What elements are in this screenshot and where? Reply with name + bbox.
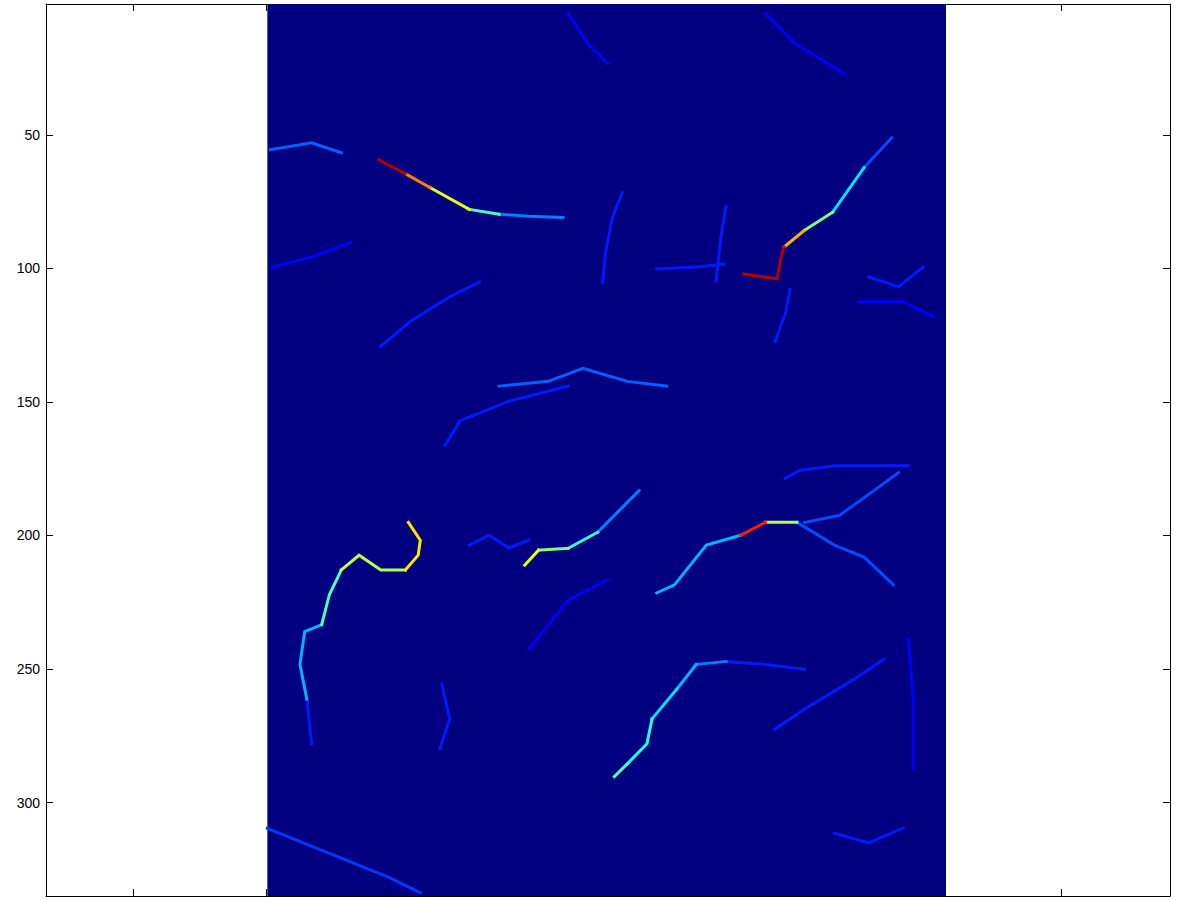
svg-text:100: 100 [17, 260, 41, 276]
svg-text:150: 150 [17, 394, 41, 410]
svg-text:200: 200 [17, 527, 41, 543]
svg-text:250: 250 [17, 661, 41, 677]
svg-text:300: 300 [17, 795, 41, 811]
svg-text:50: 50 [24, 127, 40, 143]
